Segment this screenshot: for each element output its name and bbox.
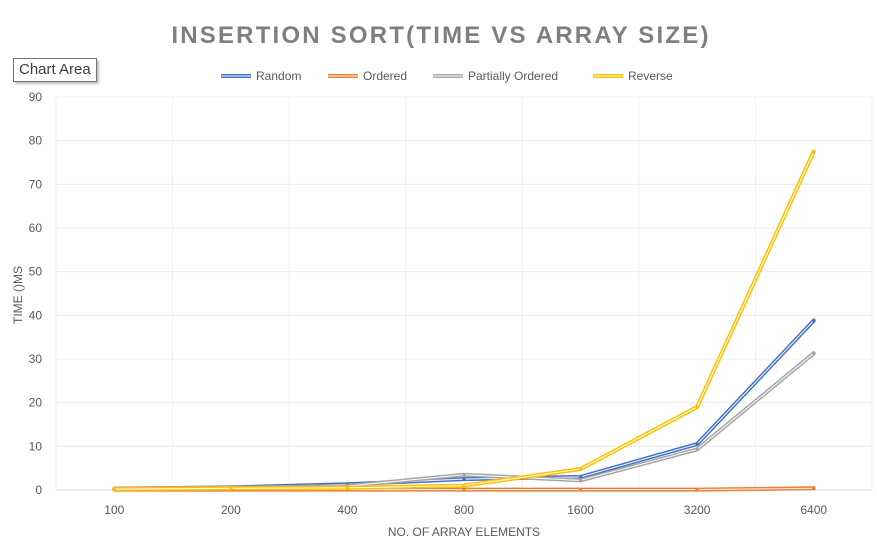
data-point-random[interactable] xyxy=(578,475,583,479)
legend-label: Reverse xyxy=(628,69,673,83)
legend-item-reverse[interactable]: Reverse xyxy=(593,69,673,83)
y-tick-label: 10 xyxy=(29,439,43,453)
data-point-ordered[interactable] xyxy=(695,487,699,492)
legend-label: Ordered xyxy=(363,69,407,83)
x-tick-label: 800 xyxy=(454,503,474,517)
y-axis-title: TIME ()MS xyxy=(11,266,25,324)
data-point-partially-ordered[interactable] xyxy=(462,473,466,477)
data-point-random[interactable] xyxy=(812,318,816,323)
data-point-random[interactable] xyxy=(462,477,466,481)
gridlines xyxy=(55,96,873,491)
legend-item-partially-ordered[interactable]: Partially Ordered xyxy=(433,69,558,83)
data-point-ordered[interactable] xyxy=(462,487,466,492)
series-reverse[interactable] xyxy=(112,149,816,492)
x-tick-label: 100 xyxy=(104,503,124,517)
x-axis-title: NO. OF ARRAY ELEMENTS xyxy=(388,525,540,539)
legend[interactable]: Random Ordered Partially Ordered Reverse xyxy=(221,69,673,83)
data-point-random[interactable] xyxy=(695,442,699,446)
y-tick-label: 70 xyxy=(29,177,43,191)
data-point-reverse[interactable] xyxy=(812,149,816,154)
chart-area-tooltip: Chart Area xyxy=(13,58,97,82)
data-point-reverse[interactable] xyxy=(112,487,116,491)
chart-title: INSERTION SORT(TIME VS ARRAY SIZE) xyxy=(171,22,710,49)
data-point-reverse[interactable] xyxy=(462,484,466,488)
legend-label: Partially Ordered xyxy=(468,69,558,83)
y-tick-label: 0 xyxy=(35,483,42,497)
data-point-ordered[interactable] xyxy=(578,487,583,492)
x-tick-label: 3200 xyxy=(684,503,711,517)
legend-item-random[interactable]: Random xyxy=(221,69,301,83)
series-layer xyxy=(112,149,816,492)
x-tick-label: 1600 xyxy=(567,503,594,517)
y-tick-label: 90 xyxy=(29,90,43,104)
y-tick-label: 50 xyxy=(29,265,43,279)
y-tick-label: 40 xyxy=(29,308,43,322)
y-tick-label: 80 xyxy=(29,134,43,148)
x-tick-label: 400 xyxy=(337,503,357,517)
data-point-partially-ordered[interactable] xyxy=(578,478,583,482)
data-point-ordered[interactable] xyxy=(812,486,816,490)
x-tick-label: 6400 xyxy=(800,503,827,517)
data-point-partially-ordered[interactable] xyxy=(812,351,816,355)
x-axis-ticks: 100 200 400 800 1600 3200 6400 xyxy=(104,503,827,517)
data-point-reverse[interactable] xyxy=(345,486,350,490)
y-tick-label: 30 xyxy=(29,352,43,366)
data-point-reverse[interactable] xyxy=(578,467,583,471)
data-point-reverse[interactable] xyxy=(695,405,699,409)
legend-label: Random xyxy=(256,69,301,83)
y-axis-ticks: 0 10 20 30 40 50 60 70 80 90 xyxy=(29,90,43,497)
y-tick-label: 20 xyxy=(29,396,43,410)
data-point-partially-ordered[interactable] xyxy=(695,447,699,451)
data-point-reverse[interactable] xyxy=(229,486,233,490)
x-tick-label: 200 xyxy=(221,503,241,517)
legend-item-ordered[interactable]: Ordered xyxy=(328,69,407,83)
y-tick-label: 60 xyxy=(29,221,43,235)
